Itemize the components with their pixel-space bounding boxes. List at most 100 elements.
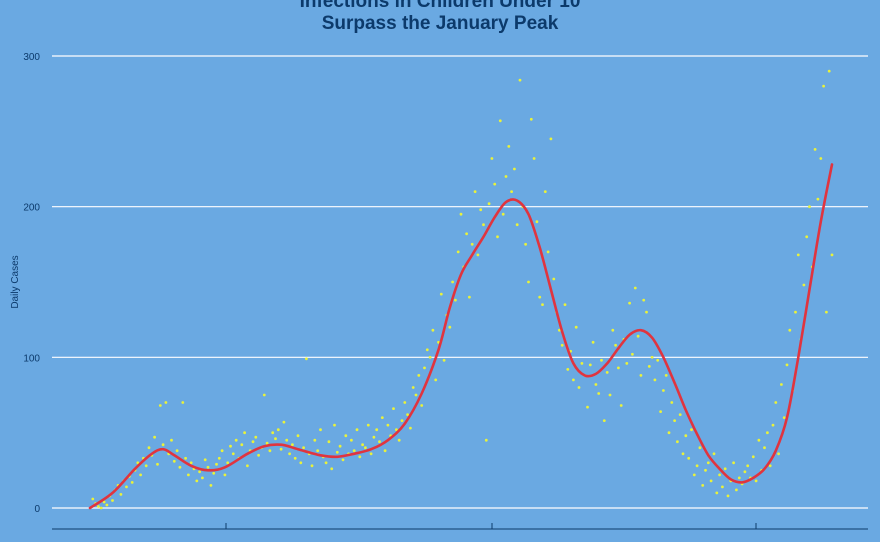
data-point: [406, 413, 409, 416]
data-point: [465, 232, 468, 236]
data-point: [788, 328, 792, 332]
grid-lines: [52, 55, 868, 509]
data-point: [434, 378, 438, 382]
daily-case-points: [91, 69, 834, 510]
data-point: [709, 479, 713, 483]
data-point: [732, 461, 735, 465]
data-point: [456, 250, 460, 254]
data-point: [737, 476, 741, 480]
data-point: [529, 117, 533, 121]
data-point: [364, 446, 367, 450]
data-point: [718, 473, 721, 477]
data-point: [774, 401, 778, 404]
data-point: [209, 484, 213, 487]
data-point: [386, 423, 390, 427]
data-point: [403, 401, 407, 404]
data-point: [532, 157, 536, 160]
data-point: [293, 456, 297, 460]
data-point: [639, 374, 643, 377]
data-point: [350, 438, 353, 442]
data-point: [99, 506, 103, 510]
data-point: [572, 378, 575, 382]
data-point: [279, 447, 283, 451]
data-point: [130, 481, 134, 484]
data-point: [299, 461, 303, 465]
data-point: [670, 401, 674, 404]
data-point: [726, 494, 730, 498]
trend-line: [88, 163, 834, 510]
data-point: [766, 431, 769, 435]
y-tick-label: 200: [23, 203, 40, 214]
data-point: [411, 386, 415, 389]
data-point: [268, 449, 272, 453]
data-point: [751, 455, 755, 459]
data-point: [763, 446, 766, 450]
data-point: [721, 485, 724, 489]
data-point: [105, 503, 109, 507]
data-point: [431, 328, 435, 332]
data-point: [189, 461, 193, 465]
data-point: [153, 435, 157, 439]
data-point: [619, 404, 623, 407]
data-point: [425, 348, 429, 352]
data-point: [558, 328, 561, 332]
data-point: [341, 458, 345, 462]
data-point: [676, 440, 679, 444]
data-point: [383, 449, 387, 453]
data-point: [695, 464, 699, 468]
data-point: [265, 441, 269, 445]
data-point: [170, 438, 173, 442]
data-point: [830, 253, 834, 257]
data-point: [617, 366, 620, 370]
data-point: [518, 78, 522, 82]
data-point: [704, 468, 707, 472]
data-point: [746, 464, 750, 468]
data-point: [276, 428, 280, 432]
data-point: [125, 485, 128, 489]
data-point: [395, 428, 398, 432]
trend-line-group: [88, 163, 834, 510]
data-point: [310, 464, 314, 468]
data-point: [580, 362, 584, 365]
data-point: [172, 459, 176, 463]
data-point: [771, 423, 775, 427]
data-point: [223, 473, 227, 477]
data-point: [504, 175, 508, 178]
data-point: [552, 277, 556, 281]
data-point: [327, 440, 331, 444]
data-point: [628, 301, 631, 305]
data-point: [498, 119, 502, 123]
data-point: [605, 371, 609, 374]
data-point: [476, 253, 480, 257]
data-point: [535, 220, 539, 224]
data-point: [684, 434, 688, 438]
data-point: [355, 428, 359, 432]
data-point: [215, 462, 218, 466]
data-point: [257, 453, 260, 457]
data-point: [302, 446, 305, 450]
data-point: [375, 428, 379, 432]
data-point: [111, 499, 114, 502]
data-point: [333, 423, 336, 427]
data-point: [594, 383, 598, 386]
chart-title-line-1: Infections in Children Under 10: [299, 0, 581, 12]
data-point: [484, 438, 488, 442]
data-point: [515, 223, 519, 227]
data-point: [659, 410, 662, 413]
data-point: [586, 405, 589, 409]
data-point: [330, 467, 334, 471]
data-point: [549, 137, 553, 141]
data-point: [285, 438, 289, 442]
data-point: [633, 286, 637, 290]
data-point: [808, 205, 811, 209]
data-point: [653, 378, 657, 382]
data-point: [614, 343, 617, 347]
data-point: [184, 456, 188, 460]
data-point: [420, 404, 424, 407]
chart-title-line-2: Surpass the January Peak: [321, 13, 559, 34]
data-point: [414, 393, 418, 397]
data-point: [473, 190, 477, 194]
data-point: [409, 426, 412, 430]
data-point: [195, 479, 199, 483]
data-point: [448, 325, 452, 329]
